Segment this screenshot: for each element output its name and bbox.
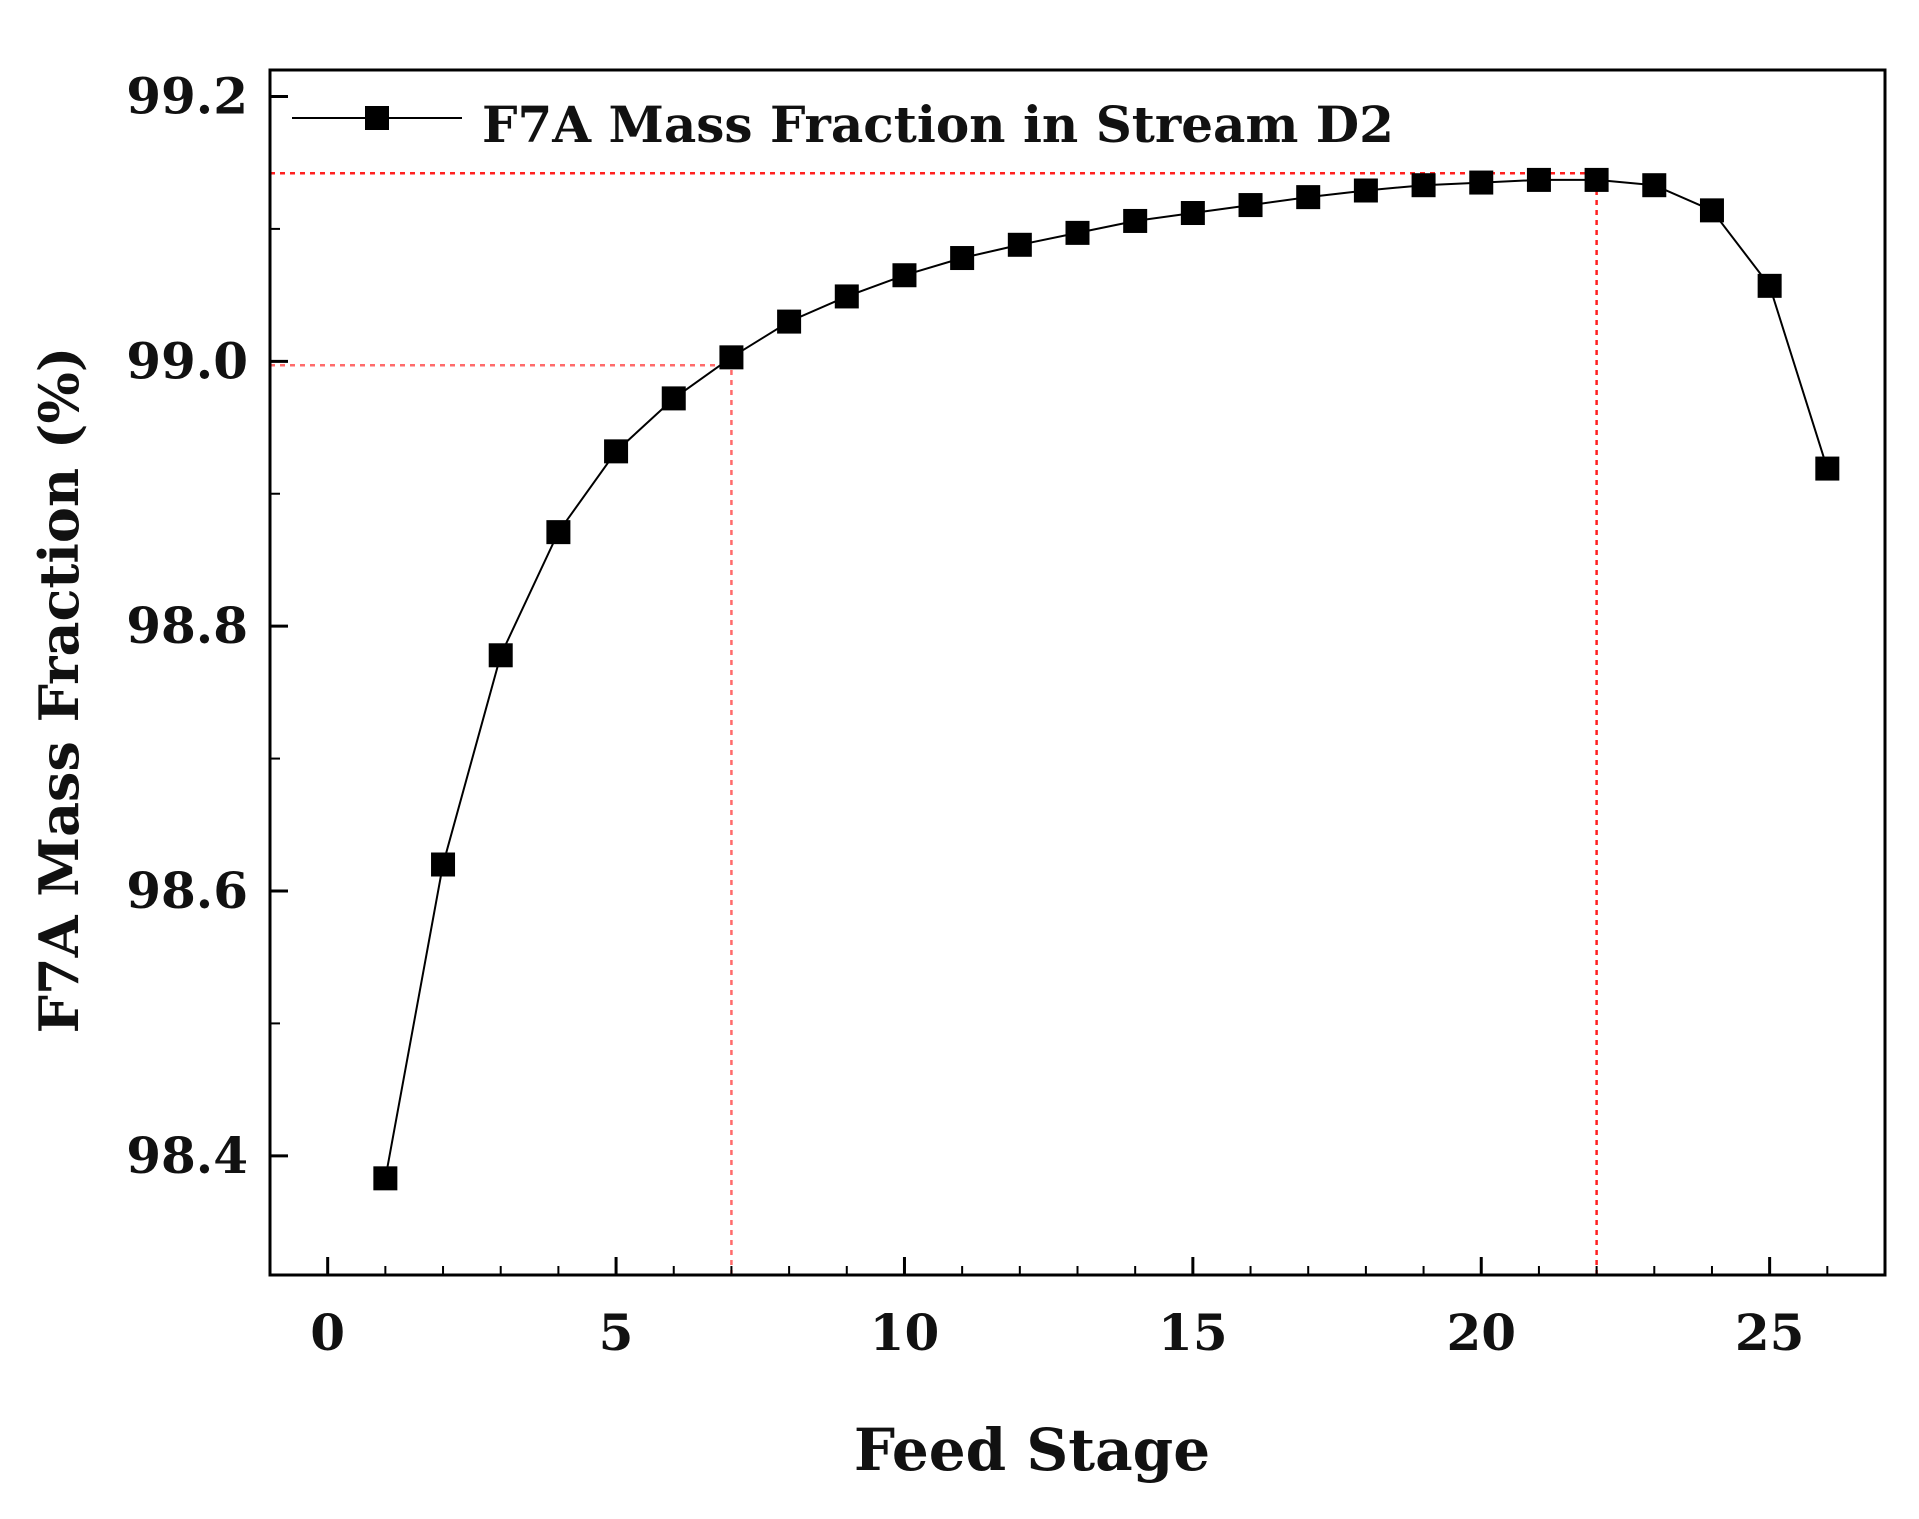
y-tick-label: 99.0 — [126, 331, 248, 390]
data-point-22 — [1584, 167, 1609, 192]
data-point-18 — [1353, 178, 1378, 203]
data-point-14 — [1123, 208, 1148, 233]
x-tick-label: 0 — [310, 1303, 345, 1362]
data-point-1 — [373, 1166, 398, 1191]
data-point-16 — [1238, 193, 1263, 218]
y-tick-label: 98.8 — [126, 596, 248, 655]
data-point-8 — [777, 309, 802, 334]
legend-label: F7A Mass Fraction in Stream D2 — [482, 95, 1394, 154]
x-axis: 0 5 10 15 20 25 — [269, 1257, 1886, 1362]
x-tick-label: 5 — [599, 1303, 634, 1362]
x-tick-label: 25 — [1735, 1303, 1805, 1362]
y-tick-label: 99.2 — [126, 66, 248, 125]
data-point-13 — [1065, 220, 1090, 245]
legend-marker — [365, 106, 389, 130]
x-tick-label: 10 — [870, 1303, 940, 1362]
data-point-3 — [488, 643, 513, 668]
legend: F7A Mass Fraction in Stream D2 — [292, 95, 1394, 154]
data-point-25 — [1757, 273, 1782, 298]
data-point-15 — [1180, 201, 1205, 226]
data-point-12 — [1007, 232, 1032, 257]
data-point-21 — [1526, 167, 1551, 192]
x-tick-label: 15 — [1158, 1303, 1228, 1362]
data-point-2 — [431, 852, 456, 877]
data-point-7 — [719, 345, 744, 370]
y-axis-title: F7A Mass Fraction (%) — [27, 347, 91, 1034]
series-layer — [373, 167, 1840, 1191]
reference-lines — [270, 172, 1598, 1275]
data-point-24 — [1699, 198, 1724, 223]
data-point-11 — [950, 246, 975, 271]
data-point-4 — [546, 520, 571, 545]
x-axis-title: Feed Stage — [854, 1416, 1210, 1484]
y-tick-label: 98.4 — [126, 1126, 248, 1185]
data-point-17 — [1296, 185, 1321, 210]
data-point-26 — [1815, 456, 1840, 481]
data-point-19 — [1411, 173, 1436, 198]
x-tick-label: 20 — [1446, 1303, 1516, 1362]
data-point-20 — [1469, 170, 1494, 195]
data-point-9 — [834, 284, 859, 309]
data-point-23 — [1642, 173, 1667, 198]
y-axis: 98.4 98.6 98.8 99.0 99.2 — [126, 66, 288, 1185]
y-tick-label: 98.6 — [126, 861, 248, 920]
plot-background — [270, 70, 1885, 1275]
data-point-10 — [892, 263, 917, 288]
data-point-6 — [661, 386, 686, 411]
data-point-5 — [604, 439, 629, 464]
